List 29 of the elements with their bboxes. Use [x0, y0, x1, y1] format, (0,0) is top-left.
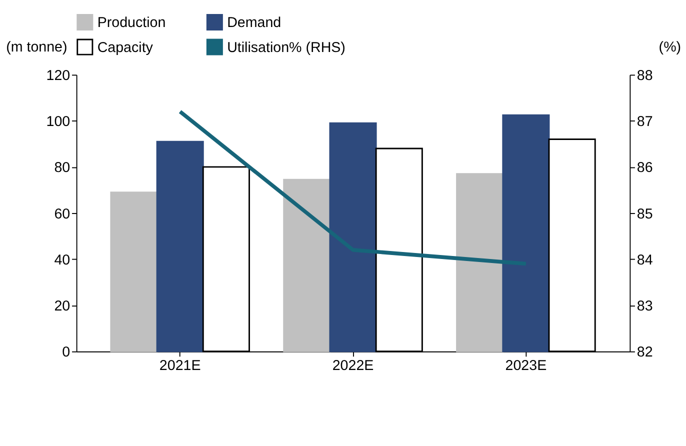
legend-label: Capacity: [97, 40, 154, 56]
y-tick-label: 80: [54, 160, 70, 176]
y2-tick-label: 88: [636, 68, 653, 84]
bar: [329, 122, 377, 352]
y2-tick-label: 84: [636, 252, 653, 268]
y2-tick-label: 83: [636, 298, 653, 315]
y-tick-label: 120: [46, 68, 70, 84]
y2-tick-label: 86: [636, 160, 653, 176]
y2-tick-label: 87: [636, 114, 653, 130]
bar: [502, 114, 550, 352]
y-tick-label: 0: [62, 344, 70, 361]
bar: [283, 178, 331, 352]
bar: [110, 192, 158, 352]
legend-label: Utilisation% (RHS): [227, 40, 346, 56]
x-tick-label: 2023E: [505, 358, 547, 374]
y-axis-title: (m tonne): [6, 39, 68, 56]
y-tick-label: 60: [54, 206, 70, 222]
y-tick-label: 100: [46, 114, 70, 130]
y2-axis-title: (%): [658, 39, 682, 56]
y2-tick-label: 85: [636, 206, 653, 222]
legend-label: Production: [97, 15, 166, 32]
y-tick-label: 20: [54, 298, 70, 315]
y-tick-label: 40: [54, 252, 70, 268]
x-tick-label: 2022E: [332, 358, 374, 374]
x-tick-label: 2021E: [159, 358, 201, 374]
legend-label: Demand: [227, 15, 282, 32]
bar: [156, 140, 204, 352]
bar: [456, 173, 504, 352]
y2-tick-label: 82: [636, 344, 653, 361]
